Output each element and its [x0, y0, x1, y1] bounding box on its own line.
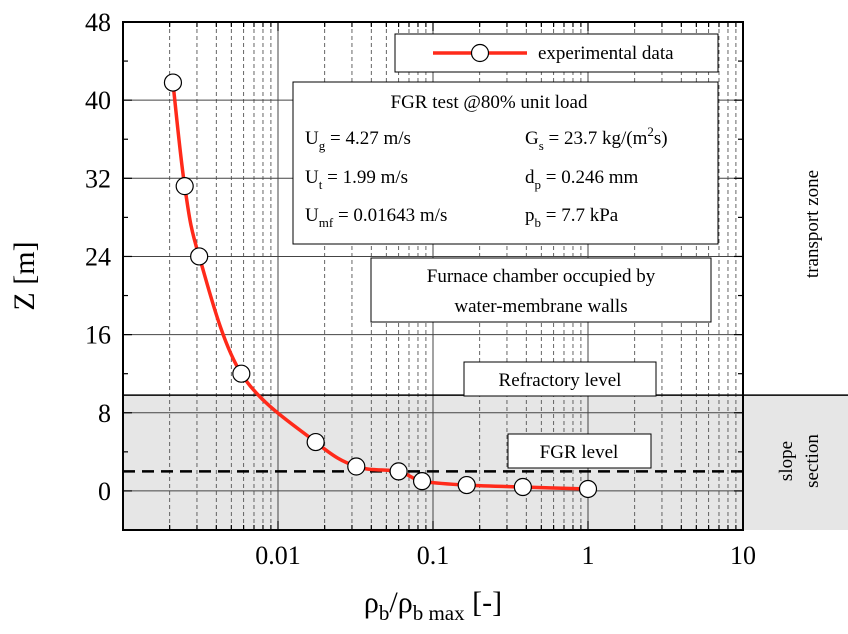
slope-section-label-line1: slope	[776, 441, 797, 481]
data-point	[175, 177, 194, 196]
test-param: Ut = 1.99 m/s	[305, 167, 408, 192]
furnace-chamber-line1: Furnace chamber occupied by	[427, 266, 656, 287]
slope-section-label-line2: section	[802, 434, 823, 488]
data-point	[513, 477, 532, 497]
zone-panel: transport zone slope section	[743, 170, 848, 488]
transport-zone-label: transport zone	[802, 170, 823, 278]
y-tick-label: 16	[85, 321, 111, 350]
refractory-level-label: Refractory level	[499, 370, 622, 391]
data-point	[232, 364, 251, 383]
y-tick-label: 24	[85, 242, 111, 271]
y-tick-label: 8	[98, 399, 111, 428]
x-tick-label: 10	[730, 541, 756, 570]
data-point	[306, 432, 325, 452]
x-axis-title-mid: /ρ	[389, 586, 412, 619]
x-axis-title: ρb/ρb max [-]	[364, 586, 502, 625]
fgr-level-box: FGR level	[507, 433, 652, 469]
data-point	[457, 475, 476, 495]
fgr-level-label: FGR level	[540, 442, 619, 463]
legend: experimental data	[394, 33, 719, 73]
refractory-level-box: Refractory level	[463, 361, 657, 397]
test-param: dp = 0.246 mm	[525, 167, 638, 192]
x-tick-label: 1	[582, 541, 595, 570]
data-point	[347, 457, 366, 476]
data-point	[389, 462, 408, 481]
test-param: Umf = 0.01643 m/s	[305, 205, 447, 230]
legend-marker	[470, 43, 490, 63]
x-axis-title-rho: ρ	[364, 586, 379, 619]
x-tick-label: 0.1	[417, 541, 450, 570]
y-tick-label: 0	[98, 477, 111, 506]
data-point	[412, 472, 432, 491]
y-tick-label: 32	[85, 164, 111, 193]
test-conditions-title: FGR test @80% unit load	[391, 92, 588, 113]
test-param: Ug = 4.27 m/s	[305, 128, 411, 153]
y-axis-title: Z [m]	[8, 241, 41, 310]
x-axis-title-sub1: b	[379, 601, 390, 625]
x-axis-title-unit: [-]	[465, 586, 502, 619]
y-tick-label: 40	[85, 86, 111, 115]
furnace-chamber-line2: water-membrane walls	[454, 296, 627, 317]
test-param: pb = 7.7 kPa	[525, 205, 619, 230]
furnace-chamber-box: Furnace chamber occupied by water-membra…	[370, 257, 712, 323]
test-conditions-box: FGR test @80% unit load Ug = 4.27 m/s Gs …	[292, 81, 719, 245]
x-axis-title-sub2: b max	[413, 601, 465, 625]
data-point	[578, 479, 598, 499]
y-tick-label: 48	[85, 8, 111, 37]
data-point	[163, 73, 183, 92]
test-param: Gs = 23.7 kg/(m2s)	[525, 124, 668, 153]
data-point	[190, 247, 209, 266]
legend-entry: experimental data	[538, 43, 674, 64]
x-tick-label: 0.01	[255, 541, 301, 570]
